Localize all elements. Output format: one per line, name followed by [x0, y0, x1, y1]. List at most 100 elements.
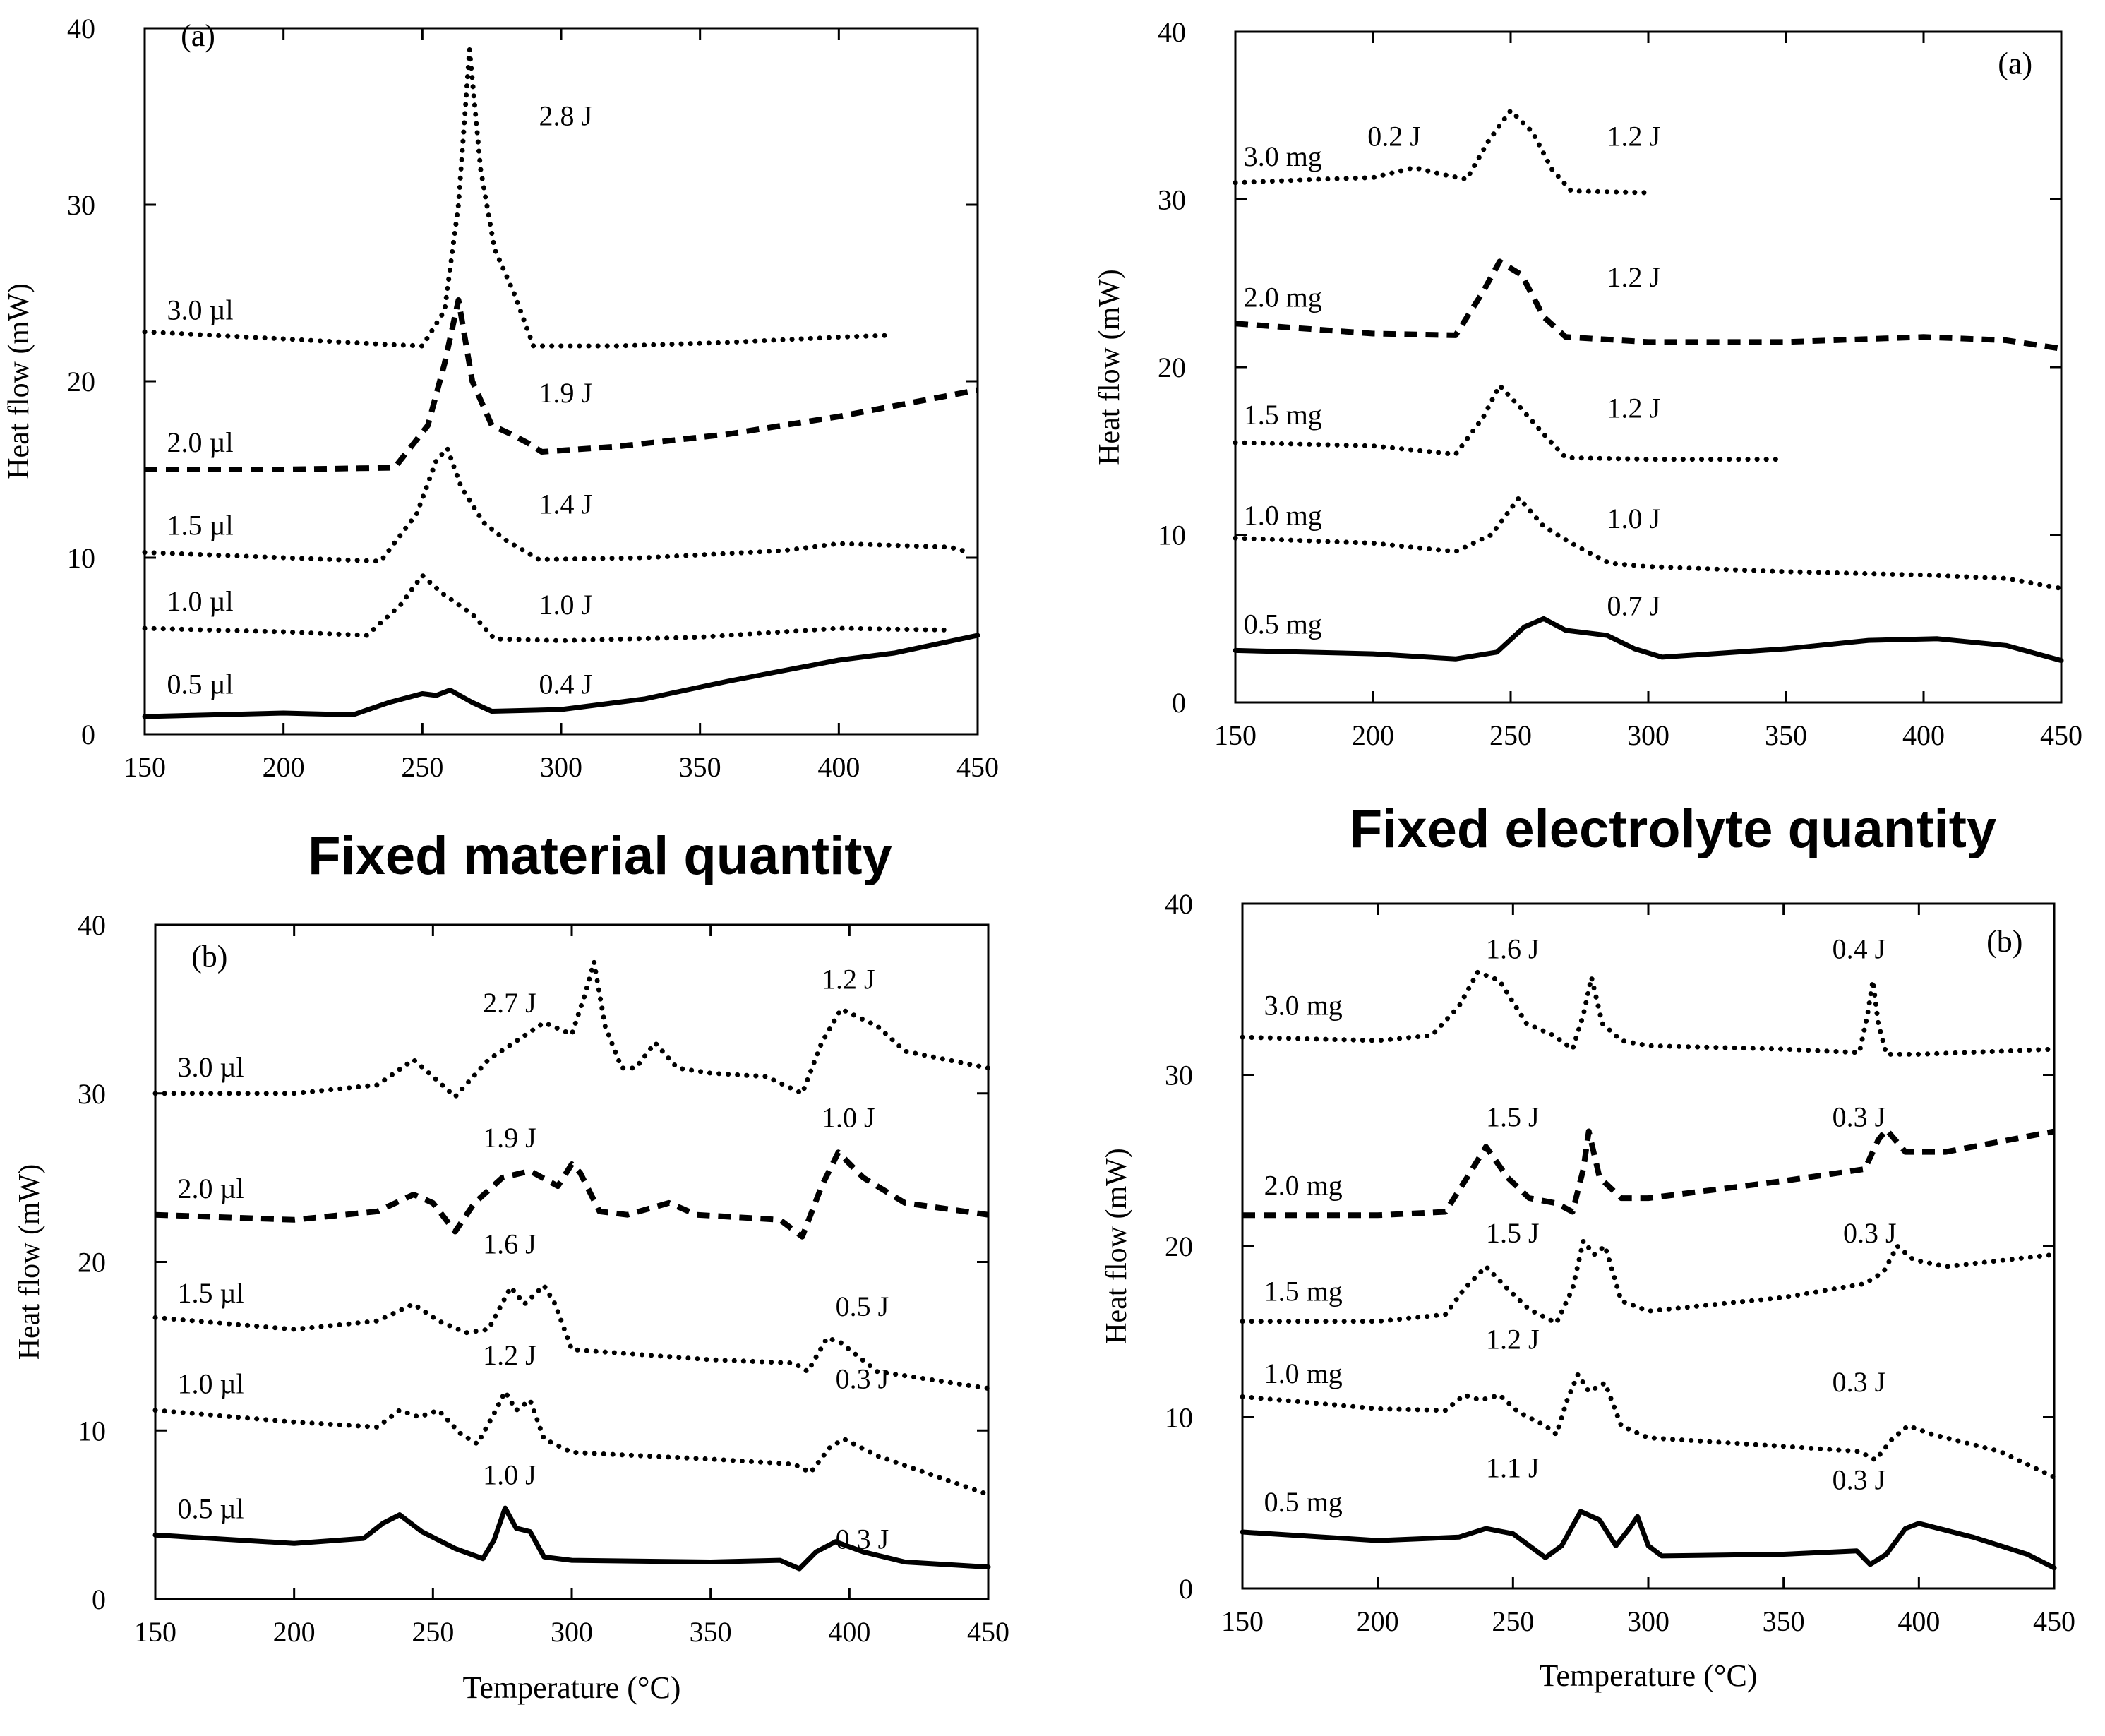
y-tick-label: 20 — [1165, 1231, 1193, 1262]
y-tick-label: 40 — [1158, 16, 1186, 48]
series-label: 1.0 µl — [177, 1368, 244, 1400]
panel-label: (a) — [181, 18, 215, 53]
series-line-3-0-mg — [1240, 969, 2057, 1057]
y-tick-label: 40 — [78, 909, 106, 941]
energy-label-high: 1.0 J — [822, 1102, 875, 1134]
series-line-0-5-mg — [1240, 1509, 2057, 1571]
x-tick-label: 150 — [134, 1616, 176, 1648]
energy-label-main: 1.2 J — [1607, 261, 1661, 293]
y-tick-label: 30 — [67, 189, 95, 221]
y-tick-label: 0 — [81, 719, 95, 750]
energy-label-main: 1.2 J — [483, 1339, 536, 1371]
series-label: 1.5 mg — [1264, 1276, 1343, 1307]
y-tick-label: 0 — [92, 1584, 106, 1615]
energy-label-low: 0.2 J — [1367, 121, 1421, 152]
y-axis-title: Heat flow (mW) — [1093, 269, 1126, 465]
series-label: 3.0 µl — [177, 1051, 244, 1083]
series-label: 2.0 µl — [167, 426, 233, 458]
series-label: 3.0 µl — [167, 294, 233, 326]
series-label: 1.5 µl — [167, 510, 233, 541]
energy-label-high: 0.4 J — [1833, 933, 1886, 965]
y-tick-label: 40 — [1165, 888, 1193, 920]
series-label: 0.5 mg — [1264, 1486, 1343, 1518]
series-line-1-0-l — [142, 573, 953, 643]
energy-label-main: 0.7 J — [1607, 590, 1661, 622]
x-tick-label: 350 — [690, 1616, 732, 1648]
y-tick-label: 30 — [1165, 1060, 1193, 1091]
y-tick-label: 20 — [78, 1247, 106, 1279]
x-tick-label: 300 — [540, 751, 582, 783]
energy-label-high: 0.3 J — [1833, 1366, 1886, 1398]
series-line-1-5-mg — [1233, 383, 1783, 462]
x-tick-label: 300 — [1627, 719, 1669, 751]
series-line-1-0-l — [152, 1389, 991, 1497]
heading-fixed-electrolyte-quantity: Fixed electrolyte quantity — [1350, 799, 1996, 859]
x-tick-label: 450 — [2040, 719, 2082, 751]
energy-label-main: 1.2 J — [1607, 392, 1661, 424]
y-tick-label: 0 — [1179, 1573, 1193, 1605]
series-label: 1.5 µl — [177, 1277, 244, 1309]
x-tick-label: 350 — [1765, 719, 1807, 751]
x-tick-label: 450 — [956, 751, 999, 783]
panel-label: (b) — [1986, 924, 2022, 959]
series-line-1-5-mg — [1240, 1238, 2057, 1326]
energy-label-high: 0.3 J — [836, 1523, 889, 1555]
series-line-3-0-l — [142, 47, 892, 349]
y-tick-label: 30 — [78, 1078, 106, 1110]
series-label: 0.5 mg — [1244, 609, 1322, 640]
x-tick-label: 350 — [679, 751, 721, 783]
x-tick-label: 150 — [1214, 719, 1257, 751]
series-line-2-0-mg — [1235, 258, 2062, 352]
x-tick-label: 250 — [1492, 1605, 1534, 1637]
series-label: 2.0 µl — [177, 1173, 244, 1204]
energy-label-main: 1.5 J — [1486, 1101, 1540, 1132]
y-axis-title: Heat flow (mW) — [3, 283, 35, 479]
series-label: 2.0 mg — [1264, 1169, 1343, 1201]
heading-fixed-material-quantity: Fixed material quantity — [308, 826, 892, 886]
energy-label-main: 1.0 J — [1607, 503, 1661, 534]
series-line-2-0-l — [155, 1149, 989, 1240]
series-line-0-5-l — [152, 1505, 991, 1572]
x-tick-label: 450 — [967, 1616, 1009, 1648]
y-tick-label: 0 — [1172, 687, 1186, 719]
y-tick-label: 20 — [67, 366, 95, 397]
series-line-2-0-l — [145, 297, 978, 472]
x-tick-label: 400 — [1897, 1605, 1940, 1637]
energy-label-main: 1.2 J — [1607, 121, 1661, 152]
x-tick-label: 300 — [551, 1616, 593, 1648]
energy-label-main: 1.2 J — [1486, 1324, 1540, 1355]
energy-label-main: 0.4 J — [539, 669, 593, 700]
energy-label-main: 2.8 J — [539, 100, 593, 132]
panel-fixed-electrolyte-a: 150 200 250 300 350 400 450 0 10 20 30 40 Heat flow … — [1093, 16, 2082, 751]
series-label: 1.5 mg — [1244, 399, 1322, 431]
x-tick-label: 350 — [1763, 1605, 1805, 1637]
series-line-0-5-l — [142, 633, 980, 719]
energy-label-main: 1.9 J — [483, 1122, 536, 1154]
x-tick-label: 250 — [1489, 719, 1532, 751]
series-line-3-0-mg — [1233, 108, 1651, 196]
series-line-1-5-l — [142, 445, 972, 564]
series-line-2-0-mg — [1242, 1127, 2055, 1219]
energy-label-main: 1.9 J — [539, 377, 593, 409]
series-label: 2.0 mg — [1244, 282, 1322, 313]
x-tick-label: 400 — [828, 1616, 870, 1648]
x-tick-label: 200 — [273, 1616, 316, 1648]
panel-label: (a) — [1998, 46, 2032, 80]
energy-label-main: 1.6 J — [1486, 933, 1540, 965]
x-axis-title: Temperature (°C) — [1540, 1658, 1758, 1693]
y-tick-label: 10 — [1165, 1402, 1193, 1434]
panel-fixed-material-a: 150 200 250 300 350 400 450 0 10 20 30 40 Heat flow … — [3, 13, 999, 783]
y-tick-label: 40 — [67, 13, 95, 44]
energy-label-high: 0.3 J — [1843, 1217, 1897, 1249]
energy-label-main: 1.1 J — [1486, 1451, 1540, 1483]
energy-label-main: 1.0 J — [483, 1459, 536, 1491]
energy-label-high: 0.3 J — [1833, 1463, 1886, 1495]
series-label: 0.5 µl — [177, 1492, 244, 1524]
panel-label: (b) — [191, 940, 227, 974]
series-label: 3.0 mg — [1244, 140, 1322, 172]
energy-label-main: 1.6 J — [483, 1228, 536, 1260]
energy-label-high: 1.2 J — [822, 964, 875, 995]
y-tick-label: 10 — [1158, 520, 1186, 551]
energy-label-main: 1.4 J — [539, 489, 593, 520]
series-label: 3.0 mg — [1264, 990, 1343, 1022]
